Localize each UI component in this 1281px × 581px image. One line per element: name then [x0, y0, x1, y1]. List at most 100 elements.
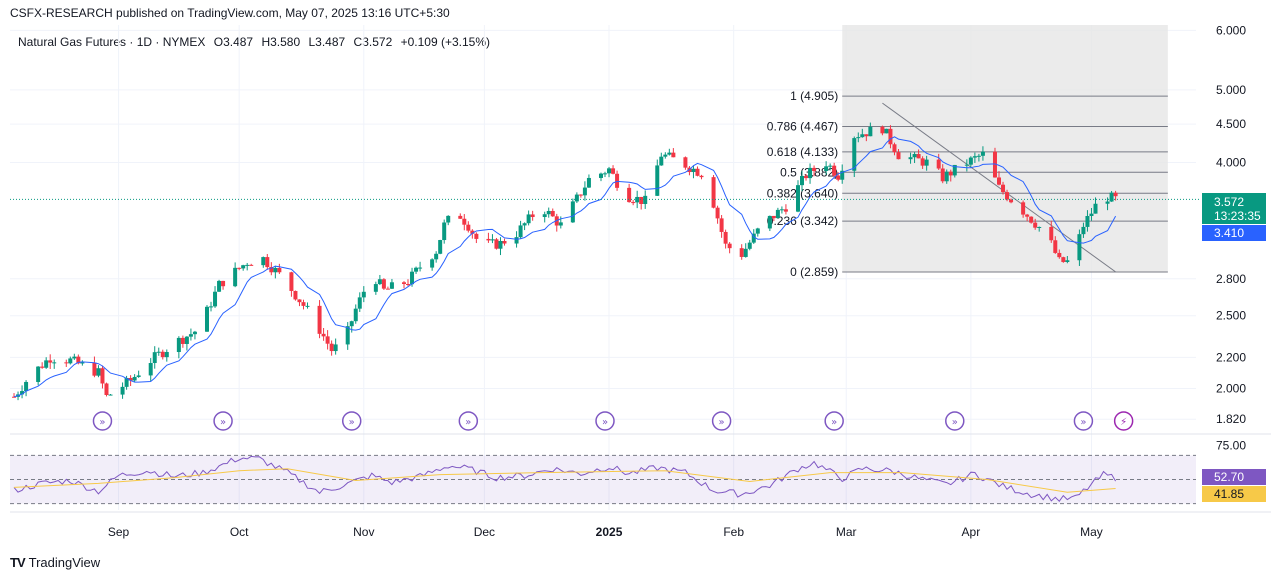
candle-body [936, 159, 941, 169]
time-axis[interactable]: Sep Oct Nov Dec 2025 Feb Mar Apr May [108, 525, 1103, 539]
candle-body [24, 381, 29, 392]
rsi-tick-label: 75.00 [1216, 438, 1246, 452]
candle-body [1061, 257, 1066, 262]
candle-body [968, 157, 973, 165]
candle-body [180, 337, 185, 344]
candle-body [691, 168, 696, 173]
time-tick-label: Nov [353, 525, 374, 539]
candle-body [213, 291, 218, 307]
candle-body [192, 331, 197, 335]
candle-body [261, 257, 266, 266]
candle-body [727, 243, 732, 249]
candle-body [530, 214, 535, 218]
candle-body [667, 152, 672, 155]
candle-body [329, 343, 334, 352]
candle-body [972, 156, 977, 158]
candle-body [1049, 226, 1054, 241]
candle-body [808, 167, 813, 179]
candle-body [671, 152, 676, 158]
candle-body [1093, 203, 1098, 214]
time-tick-label: 2025 [596, 525, 623, 539]
bar-countdown: 13:23:35 [1214, 209, 1261, 223]
candle-body [209, 306, 214, 308]
candle-body [940, 168, 945, 182]
candle-body [68, 358, 73, 364]
candle-body [333, 344, 338, 352]
candle-body [245, 264, 250, 266]
candle-body [944, 171, 949, 182]
candle-body [783, 209, 788, 212]
candle-body [639, 196, 644, 204]
fibonacci-level-label: 0.786 (4.467) [767, 120, 838, 134]
candle-body [430, 259, 435, 268]
trend-line[interactable] [882, 102, 1116, 273]
candle-body [775, 209, 780, 219]
candle-body [607, 168, 612, 174]
candle-body [852, 138, 857, 171]
tradingview-logo-icon: TV [10, 555, 26, 570]
time-tick-label: Dec [474, 525, 495, 539]
candle-body [719, 218, 724, 232]
candle-body [249, 264, 254, 266]
price-axis[interactable]: 6.000 5.000 4.500 4.000 2.800 2.500 2.200 2.000… [1216, 23, 1246, 452]
candle-body [217, 280, 222, 292]
candle-body [494, 239, 499, 249]
event-glyph: ⚡ [1120, 417, 1127, 428]
candle-body [357, 297, 362, 309]
candle-body [558, 222, 563, 226]
candle-body [321, 333, 326, 337]
candle-body [265, 257, 270, 268]
event-glyph: » [602, 417, 608, 428]
candle-body [297, 299, 302, 303]
candle-body [76, 356, 81, 364]
price-tick-label: 6.000 [1216, 23, 1246, 37]
candle-body [414, 267, 419, 272]
candle-body [1109, 192, 1114, 202]
candle-body [474, 233, 479, 239]
candle-body [964, 164, 969, 166]
candle-body [1029, 216, 1034, 223]
tradingview-logo[interactable]: TV TradingView [10, 555, 100, 570]
candle-body [1085, 215, 1090, 227]
candle-body [221, 280, 226, 287]
time-tick-label: Mar [836, 525, 857, 539]
event-glyph: » [349, 417, 355, 428]
price-tick-label: 2.500 [1216, 309, 1246, 323]
candle-body [611, 168, 616, 174]
candle-body [582, 187, 587, 196]
candle-body [832, 165, 837, 176]
candle-body [96, 368, 101, 376]
fibonacci-level-label: 0 (2.859) [790, 265, 838, 279]
candle-body [462, 218, 467, 225]
dividend-event-icon [458, 411, 479, 431]
symbol-legend: Natural Gas Futures · 1D · NYMEX O3.487 … [18, 35, 495, 49]
candle-body [80, 362, 85, 364]
candle-body [586, 177, 591, 188]
candle-body [36, 366, 41, 382]
candle-body [627, 187, 632, 203]
candle-body [739, 248, 744, 257]
fibonacci-level-label: 1 (4.905) [790, 89, 838, 103]
candle-body [293, 290, 298, 300]
candle-body [1033, 222, 1038, 228]
event-glyph: » [831, 417, 837, 428]
candle-body [204, 306, 209, 332]
candle-body [542, 214, 547, 218]
candle-body [884, 128, 889, 134]
candle-body [514, 237, 519, 244]
candle-body [241, 265, 246, 269]
legend-close: C3.572 [353, 35, 393, 49]
candle-body [233, 267, 238, 287]
candle-body [1001, 184, 1006, 193]
candle-body [912, 154, 917, 158]
candle-body [124, 377, 129, 387]
candle-body [20, 391, 25, 395]
candle-body [353, 308, 358, 322]
legend-symbol[interactable]: Natural Gas Futures · 1D · NYMEX [18, 35, 206, 49]
candle-body [401, 282, 406, 284]
candle-body [156, 351, 161, 353]
time-tick-label: Oct [230, 525, 249, 539]
candle-body [683, 157, 688, 168]
time-tick-label: Feb [723, 525, 744, 539]
